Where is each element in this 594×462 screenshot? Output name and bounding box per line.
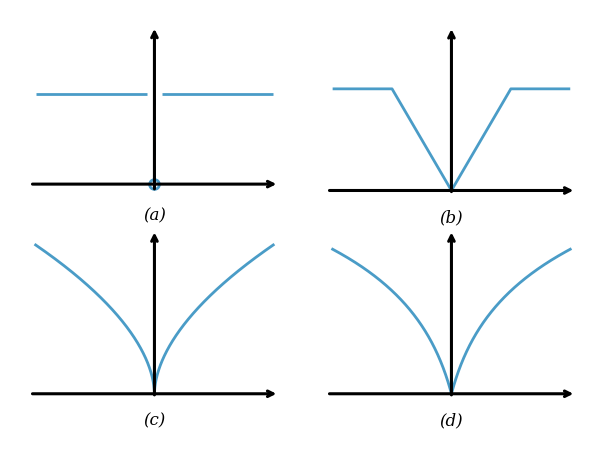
Text: (b): (b) [440, 209, 463, 226]
Text: (d): (d) [440, 413, 463, 430]
Text: (c): (c) [143, 413, 166, 430]
Text: (a): (a) [143, 207, 166, 224]
